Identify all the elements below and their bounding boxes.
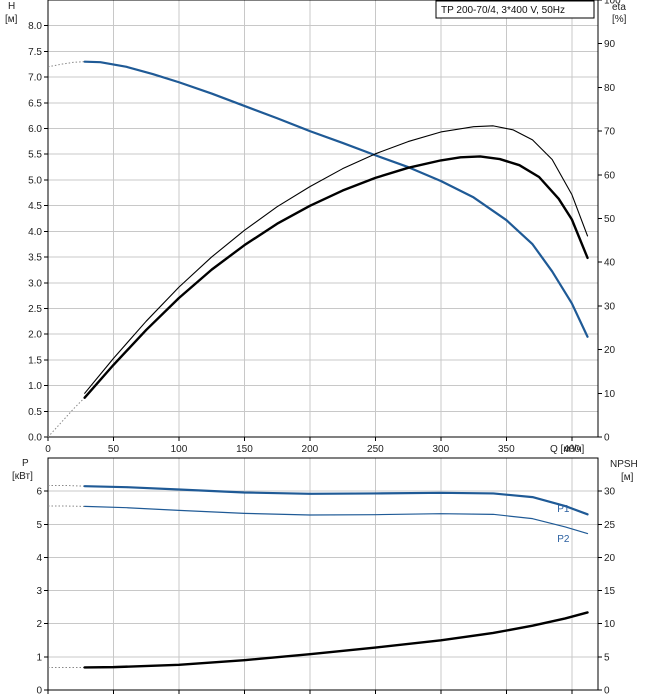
head-axis-unit: [м] bbox=[5, 14, 18, 25]
flow-tick-label: 50 bbox=[108, 444, 120, 455]
head-tick-label: 4.5 bbox=[28, 201, 42, 212]
flow-tick-label: 250 bbox=[367, 444, 384, 455]
flow-tick-label: 300 bbox=[433, 444, 450, 455]
efficiency-tick-label: 30 bbox=[604, 301, 616, 312]
npsh-tick-label: 0 bbox=[604, 686, 610, 697]
head-tick-label: 3.0 bbox=[28, 278, 42, 289]
efficiency-tick-label: 70 bbox=[604, 127, 616, 138]
head-tick-label: 3.5 bbox=[28, 253, 42, 264]
power-tick-label: 4 bbox=[36, 553, 42, 564]
power-tick-label: 6 bbox=[36, 487, 42, 498]
head-tick-label: 5.5 bbox=[28, 150, 42, 161]
head-tick-label: 7.0 bbox=[28, 73, 42, 84]
bottom-plot-frame bbox=[47, 457, 599, 691]
power-p1-curve bbox=[83, 485, 589, 516]
head-tick-label: 1.5 bbox=[28, 355, 42, 366]
efficiency-tick-label: 0 bbox=[604, 433, 610, 444]
npsh-tick-label: 10 bbox=[604, 619, 616, 630]
head-tick-label: 6.0 bbox=[28, 124, 42, 135]
npsh-tick-label: 15 bbox=[604, 586, 616, 597]
power-tick-label: 3 bbox=[36, 586, 42, 597]
efficiency-tick-label: 100 bbox=[604, 0, 621, 7]
head-tick-label: 8.0 bbox=[28, 21, 42, 32]
head-tick-label: 7.5 bbox=[28, 47, 42, 58]
head-axis-title: H bbox=[8, 1, 15, 12]
power-tick-label: 1 bbox=[36, 652, 42, 663]
power-tick-label: 2 bbox=[36, 619, 42, 630]
npsh-tick-label: 20 bbox=[604, 553, 616, 564]
head-curve bbox=[83, 60, 589, 338]
flow-tick-label: 150 bbox=[236, 444, 253, 455]
power-tick-label: 5 bbox=[36, 520, 42, 531]
head-curve-extrapolation bbox=[47, 61, 85, 68]
flow-axis-title: Q [м³/ч] bbox=[550, 444, 585, 455]
flow-tick-label: 200 bbox=[302, 444, 319, 455]
efficiency-axis-title: eta bbox=[612, 2, 626, 13]
head-tick-label: 4.0 bbox=[28, 227, 42, 238]
series-label-p1: P1 bbox=[557, 504, 570, 515]
head-tick-label: 1.0 bbox=[28, 381, 42, 392]
efficiency-tick-label: 60 bbox=[604, 170, 616, 181]
efficiency-tick-label: 80 bbox=[604, 83, 616, 94]
efficiency-tick-label: 40 bbox=[604, 258, 616, 269]
flow-tick-label: 400 bbox=[563, 444, 580, 455]
plot-layer: 0.0 0.5 1.0 1.5 2.0 2.5 3.0 3.5 4.0 4.5 5.0 5.5 6.0 6… bbox=[28, 0, 621, 697]
npsh-tick-label: 30 bbox=[604, 487, 616, 498]
power-axis-unit: [кВт] bbox=[12, 471, 33, 482]
head-tick-label: 0.0 bbox=[28, 433, 42, 444]
head-tick-label: 6.5 bbox=[28, 98, 42, 109]
npsh-curve bbox=[83, 611, 589, 669]
npsh-axis-title: NPSH bbox=[610, 459, 638, 470]
head-tick-label: 2.0 bbox=[28, 330, 42, 341]
efficiency-curve-thick bbox=[83, 155, 589, 399]
npsh-tick-label: 5 bbox=[604, 652, 610, 663]
efficiency-tick-label: 50 bbox=[604, 214, 616, 225]
power-p2-curve bbox=[84, 505, 589, 535]
power-axis-title: P bbox=[22, 458, 29, 469]
head-tick-label: 5.0 bbox=[28, 175, 42, 186]
head-tick-label: 0.5 bbox=[28, 407, 42, 418]
efficiency-curve-thick-extrapolation bbox=[47, 397, 86, 438]
top-plot-area bbox=[48, 0, 598, 437]
flow-tick-label: 0 bbox=[45, 444, 51, 455]
efficiency-tick-label: 20 bbox=[604, 345, 616, 356]
flow-tick-label: 100 bbox=[171, 444, 188, 455]
efficiency-tick-label: 10 bbox=[604, 389, 616, 400]
efficiency-axis-unit: [%] bbox=[612, 14, 627, 25]
head-tick-label: 2.5 bbox=[28, 304, 42, 315]
npsh-tick-label: 25 bbox=[604, 520, 616, 531]
title-badge bbox=[435, 0, 595, 19]
efficiency-curve-thin bbox=[84, 125, 589, 394]
chart-title: TP 200-70/4, 3*400 V, 50Hz bbox=[441, 5, 565, 16]
npsh-axis-unit: [м] bbox=[621, 472, 634, 483]
series-label-p2: P2 bbox=[557, 534, 570, 545]
power-tick-label: 0 bbox=[36, 686, 42, 697]
efficiency-tick-label: 90 bbox=[604, 39, 616, 50]
flow-tick-label: 350 bbox=[498, 444, 515, 455]
